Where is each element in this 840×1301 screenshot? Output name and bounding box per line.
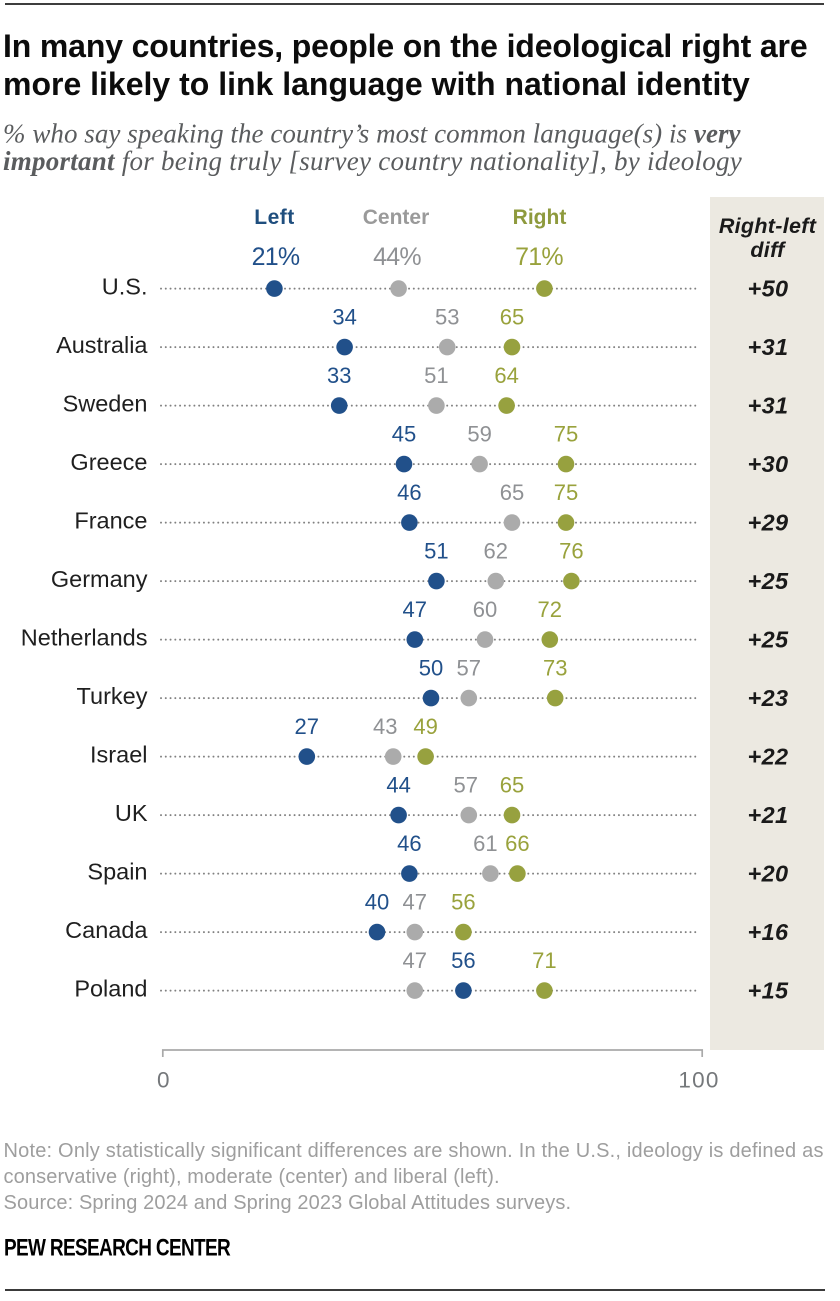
svg-text:27: 27 (295, 714, 319, 739)
svg-text:UK: UK (115, 800, 148, 826)
svg-text:+29: +29 (747, 510, 788, 536)
svg-text:% who say speaking the country: % who say speaking the country’s most co… (3, 119, 742, 149)
svg-text:PEW RESEARCH CENTER: PEW RESEARCH CENTER (4, 1233, 231, 1261)
svg-text:important for being truly [sur: important for being truly [survey countr… (3, 146, 742, 176)
svg-text:Left: Left (254, 206, 295, 229)
svg-text:+30: +30 (747, 451, 788, 477)
svg-text:In many countries, people on t: In many countries, people on the ideolog… (3, 28, 807, 64)
svg-text:56: 56 (451, 948, 475, 973)
svg-text:71: 71 (532, 948, 556, 973)
svg-text:47: 47 (403, 597, 427, 622)
svg-text:76: 76 (559, 539, 583, 564)
svg-text:51: 51 (424, 539, 448, 564)
svg-text:Center: Center (363, 206, 430, 229)
svg-text:71%: 71% (515, 243, 563, 271)
svg-text:more likely to link language w: more likely to link language with nation… (3, 66, 750, 102)
svg-text:43: 43 (373, 714, 397, 739)
svg-text:47: 47 (403, 890, 427, 915)
svg-text:Canada: Canada (65, 917, 148, 943)
svg-text:51: 51 (424, 363, 448, 388)
svg-text:60: 60 (473, 597, 497, 622)
svg-text:+16: +16 (747, 919, 789, 945)
svg-text:49: 49 (413, 714, 437, 739)
svg-text:44: 44 (386, 773, 410, 798)
svg-text:34: 34 (332, 305, 356, 330)
svg-text:Australia: Australia (56, 332, 148, 358)
svg-text:conservative (right), moderate: conservative (right), moderate (center) … (4, 1166, 500, 1188)
svg-text:+31: +31 (747, 334, 788, 360)
svg-text:+20: +20 (747, 861, 788, 887)
svg-text:100: 100 (678, 1068, 719, 1093)
svg-text:62: 62 (484, 539, 508, 564)
svg-text:33: 33 (327, 363, 351, 388)
svg-text:Israel: Israel (90, 742, 147, 768)
svg-text:+15: +15 (747, 978, 789, 1004)
svg-text:U.S.: U.S. (102, 274, 148, 300)
svg-text:75: 75 (554, 422, 578, 447)
svg-text:+50: +50 (747, 276, 788, 302)
svg-text:65: 65 (500, 773, 524, 798)
svg-text:61: 61 (473, 831, 497, 856)
svg-text:Turkey: Turkey (77, 683, 148, 709)
svg-text:+23: +23 (747, 685, 788, 711)
svg-text:Right: Right (513, 206, 567, 229)
svg-text:+25: +25 (747, 627, 789, 653)
svg-text:66: 66 (505, 831, 529, 856)
svg-text:57: 57 (457, 656, 481, 681)
svg-text:+31: +31 (747, 393, 788, 419)
svg-text:France: France (74, 508, 147, 534)
svg-text:Poland: Poland (74, 976, 147, 1002)
svg-text:Source: Spring 2024 and Spring: Source: Spring 2024 and Spring 2023 Glob… (4, 1192, 572, 1214)
svg-text:Netherlands: Netherlands (21, 625, 148, 651)
svg-text:Right-left: Right-left (719, 214, 817, 238)
svg-text:47: 47 (403, 948, 427, 973)
svg-text:72: 72 (538, 597, 562, 622)
svg-text:65: 65 (500, 480, 524, 505)
svg-text:+25: +25 (747, 568, 789, 594)
svg-text:53: 53 (435, 305, 459, 330)
svg-text:Note: Only statistically signi: Note: Only statistically significant dif… (4, 1140, 824, 1162)
svg-text:46: 46 (397, 480, 421, 505)
svg-text:64: 64 (494, 363, 518, 388)
svg-text:57: 57 (454, 773, 478, 798)
svg-text:Spain: Spain (87, 859, 147, 885)
svg-text:46: 46 (397, 831, 421, 856)
svg-text:Germany: Germany (51, 566, 148, 592)
svg-text:73: 73 (543, 656, 567, 681)
svg-text:+21: +21 (747, 802, 788, 828)
svg-text:+22: +22 (747, 744, 788, 770)
svg-text:45: 45 (392, 422, 416, 447)
svg-text:21%: 21% (252, 243, 300, 271)
svg-text:Greece: Greece (70, 449, 147, 475)
svg-text:40: 40 (365, 890, 389, 915)
svg-text:0: 0 (157, 1068, 170, 1093)
svg-text:Sweden: Sweden (63, 391, 148, 417)
svg-text:59: 59 (467, 422, 491, 447)
svg-text:65: 65 (500, 305, 524, 330)
svg-text:44%: 44% (373, 243, 421, 271)
svg-text:diff: diff (750, 238, 786, 262)
svg-text:75: 75 (554, 480, 578, 505)
svg-text:50: 50 (419, 656, 443, 681)
svg-text:56: 56 (451, 890, 475, 915)
